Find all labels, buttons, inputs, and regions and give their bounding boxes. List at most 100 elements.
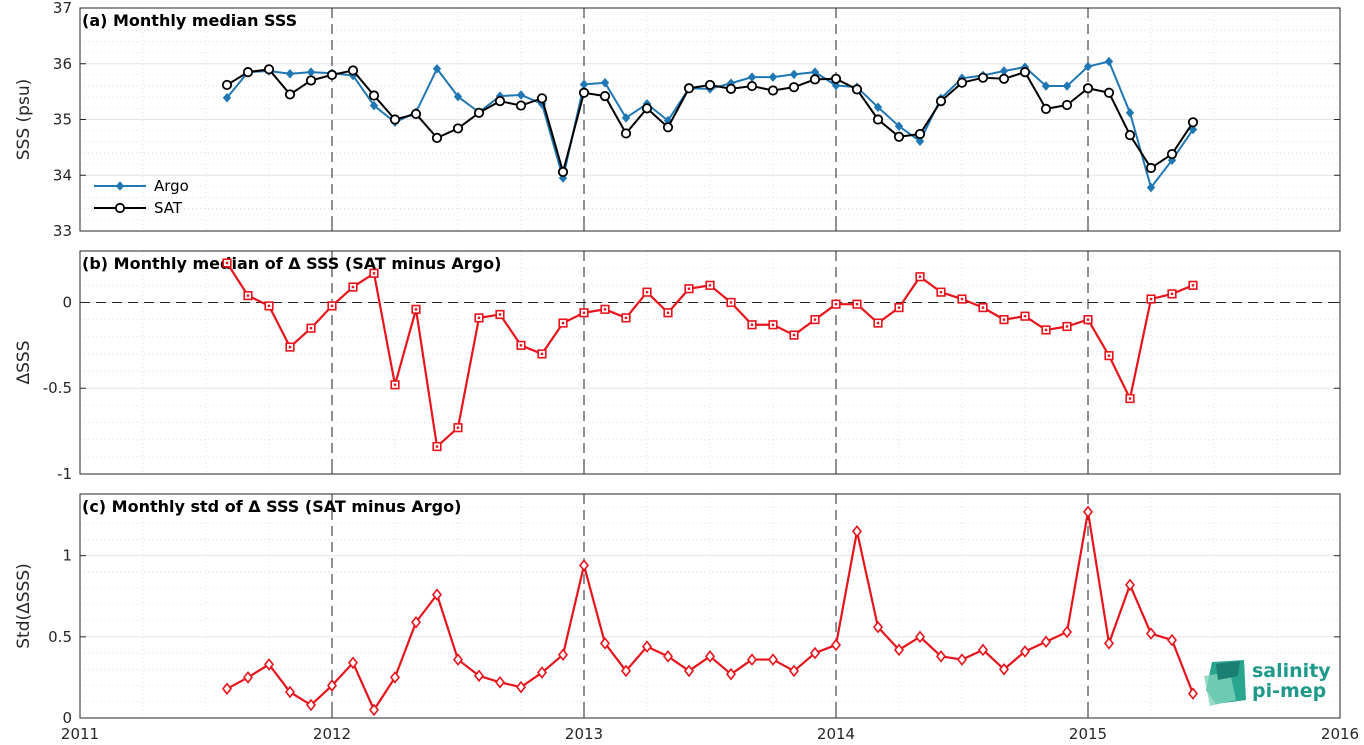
data-point xyxy=(872,114,884,125)
panel-title: (b) Monthly median of Δ SSS (SAT minus A… xyxy=(82,254,501,273)
y-tick-label: 1 xyxy=(62,547,72,565)
data-point xyxy=(516,90,526,100)
data-point xyxy=(368,703,380,717)
square-marker-dot xyxy=(540,352,544,356)
data-point xyxy=(599,637,611,650)
data-point xyxy=(389,114,401,125)
data-point xyxy=(453,423,463,433)
data-point xyxy=(999,315,1009,325)
data-point xyxy=(641,103,653,114)
data-point xyxy=(600,77,610,88)
square-marker-dot xyxy=(666,311,670,314)
square-marker-dot xyxy=(1086,318,1090,321)
legend: Argo SAT xyxy=(94,177,189,217)
square-marker-dot xyxy=(225,261,229,265)
legend-label: SAT xyxy=(154,199,183,217)
data-point xyxy=(1145,162,1157,174)
data-point xyxy=(431,588,443,601)
axes-box xyxy=(79,250,1341,475)
data-point xyxy=(222,92,232,103)
data-point xyxy=(600,304,610,314)
square-marker-dot xyxy=(393,383,397,386)
data-point xyxy=(915,136,925,147)
data-point xyxy=(264,301,274,311)
square-marker-dot xyxy=(624,316,628,320)
data-point xyxy=(347,656,359,670)
data-point xyxy=(767,85,779,96)
data-point xyxy=(1019,67,1031,78)
data-point xyxy=(830,73,842,84)
panel-b: -1 -0.5 0 ΔSSS (b) Monthly median of Δ SSS (… xyxy=(14,250,1341,483)
data-point xyxy=(495,309,505,320)
data-point xyxy=(1166,633,1178,647)
data-point xyxy=(326,679,338,692)
y-tick-label: 35 xyxy=(53,111,72,129)
data-point xyxy=(873,318,883,328)
data-point xyxy=(809,74,821,85)
data-point xyxy=(684,284,694,294)
data-point xyxy=(1146,182,1156,193)
data-point xyxy=(662,122,674,133)
data-point xyxy=(747,72,757,82)
data-point xyxy=(641,640,653,653)
logo-text-line1: salinity xyxy=(1252,660,1331,682)
data-point xyxy=(557,166,569,178)
square-marker-dot xyxy=(519,344,523,347)
square-marker-dot xyxy=(897,306,901,309)
square-marker-dot xyxy=(855,302,859,306)
data-point xyxy=(453,91,463,102)
data-point xyxy=(831,299,841,309)
square-marker-dot xyxy=(1128,397,1132,400)
square-marker-dot xyxy=(267,304,271,308)
data-point xyxy=(1040,635,1052,648)
data-point xyxy=(683,83,695,94)
data-point xyxy=(978,303,988,313)
data-point xyxy=(473,107,485,118)
data-point xyxy=(872,620,884,634)
data-point xyxy=(536,666,548,679)
square-marker-dot xyxy=(1149,297,1153,301)
square-marker-dot xyxy=(729,301,733,304)
data-point xyxy=(704,650,716,663)
data-point xyxy=(1146,294,1156,304)
data-point xyxy=(347,65,359,76)
data-point xyxy=(368,90,380,101)
data-point xyxy=(830,638,842,652)
square-marker-dot xyxy=(750,323,754,326)
data-point xyxy=(452,123,464,134)
square-marker-dot xyxy=(645,290,649,294)
y-tick-label: 36 xyxy=(53,55,72,73)
data-point xyxy=(285,69,295,79)
data-point xyxy=(873,102,883,112)
data-point xyxy=(810,315,820,325)
data-point xyxy=(579,308,589,318)
square-marker-dot xyxy=(1044,328,1048,332)
data-point xyxy=(1082,505,1094,519)
square-marker-dot xyxy=(1065,325,1069,328)
data-point xyxy=(432,64,442,74)
data-point xyxy=(515,100,527,111)
data-point xyxy=(852,299,862,309)
data-point xyxy=(305,698,317,712)
legend-label: Argo xyxy=(154,177,189,195)
data-point xyxy=(432,441,442,452)
data-point xyxy=(1061,625,1073,639)
square-marker-dot xyxy=(918,275,922,278)
data-point xyxy=(1188,124,1198,135)
data-point xyxy=(642,287,652,297)
data-point xyxy=(221,79,233,91)
panel-title: (a) Monthly median SSS xyxy=(82,11,297,30)
square-marker-dot xyxy=(960,297,964,301)
data-point xyxy=(284,685,296,699)
y-axis-label: Std(ΔSSS) xyxy=(14,563,34,649)
data-point xyxy=(516,340,526,350)
y-axis-label: ΔSSS xyxy=(14,340,34,384)
square-marker-dot xyxy=(414,308,418,311)
data-point xyxy=(704,79,716,91)
data-point xyxy=(390,380,400,390)
square-marker-dot xyxy=(813,318,817,321)
data-point xyxy=(1083,315,1093,325)
data-point xyxy=(663,308,673,318)
data-point xyxy=(936,287,946,297)
